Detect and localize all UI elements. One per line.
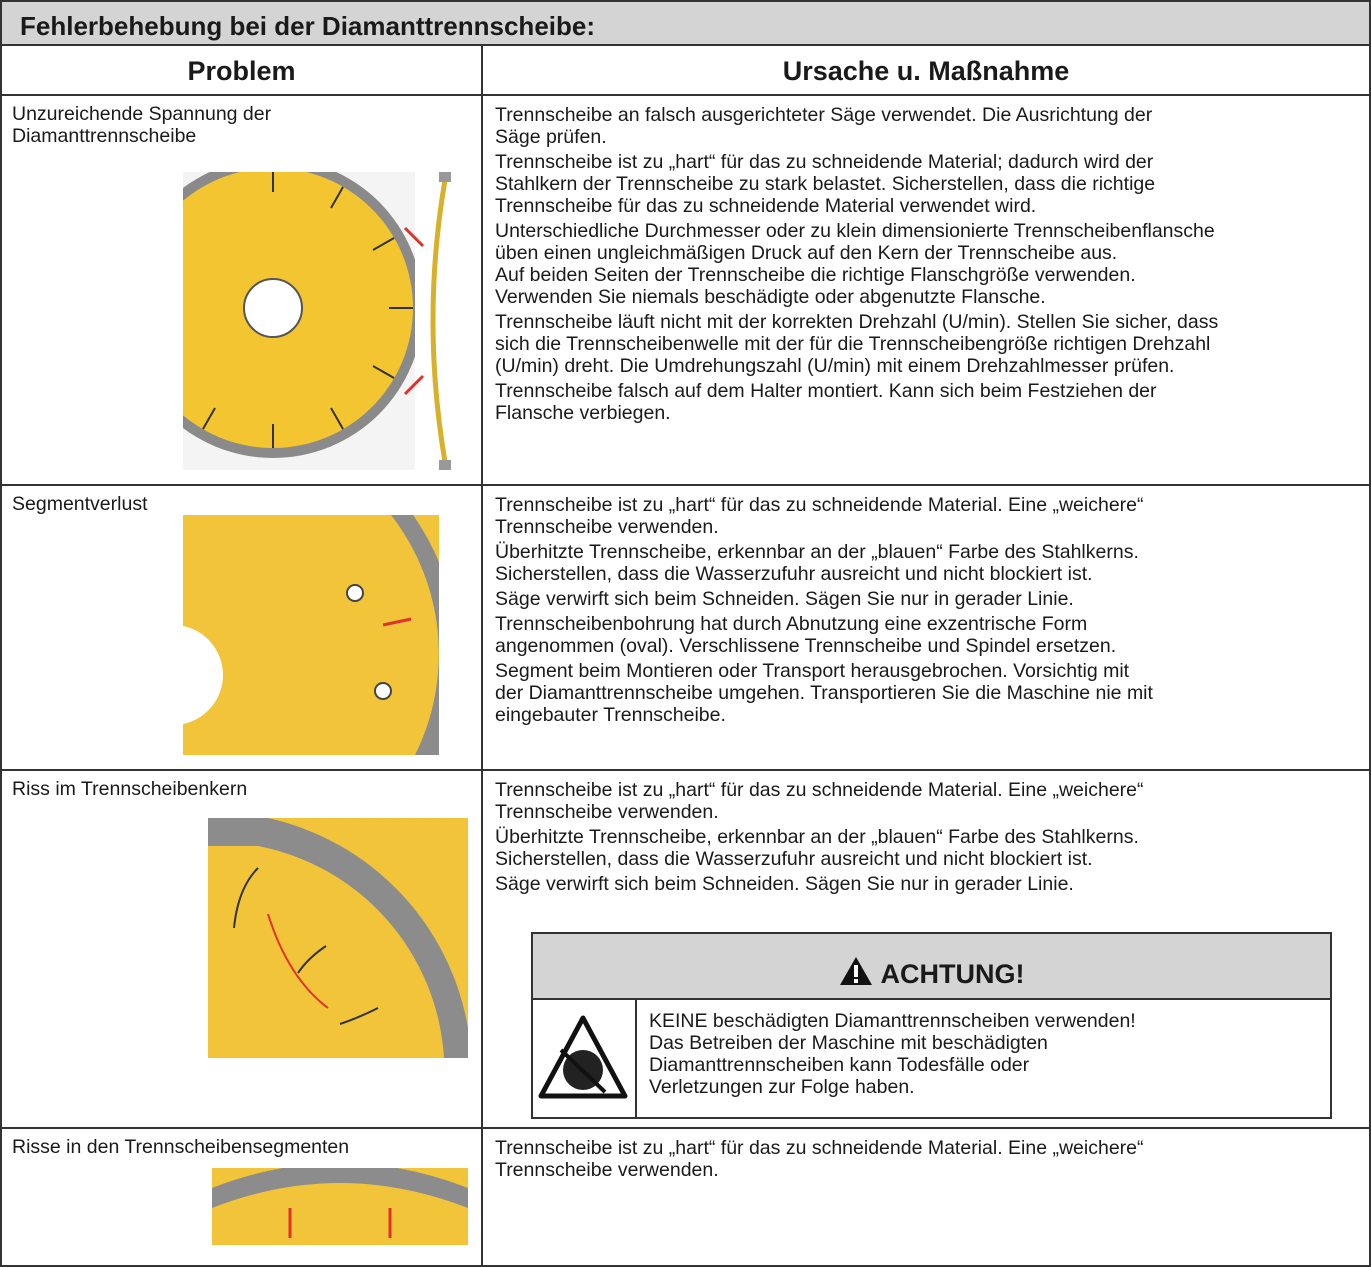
cause-line: Trennscheibe ist zu „hart“ für das zu sc… bbox=[495, 494, 1144, 516]
cause-line: Trennscheibe ist zu „hart“ für das zu sc… bbox=[495, 151, 1154, 173]
cause-line: Flansche verbiegen. bbox=[495, 402, 671, 424]
segment-loss-illustration bbox=[183, 515, 439, 755]
cause-line: Sicherstellen, dass die Wasserzufuhr aus… bbox=[495, 848, 1093, 870]
cause-line: Trennscheibenbohrung hat durch Abnutzung… bbox=[495, 613, 1088, 635]
cause-paragraph: Trennscheibe falsch auf dem Halter monti… bbox=[495, 380, 1357, 424]
problem-line: Segmentverlust bbox=[12, 493, 148, 515]
cause-line: Auf beiden Seiten der Trennscheibe die r… bbox=[495, 264, 1136, 286]
cause-line: Trennscheibe läuft nicht mit der korrekt… bbox=[495, 311, 1219, 333]
cause-paragraph: Überhitzte Trennscheibe, erkennbar an de… bbox=[495, 541, 1357, 585]
title: Fehlerbehebung bei der Diamanttrennschei… bbox=[0, 0, 1371, 46]
cause-paragraph: Trennscheibe ist zu „hart“ für das zu sc… bbox=[495, 494, 1357, 538]
cause-line: Überhitzte Trennscheibe, erkennbar an de… bbox=[495, 541, 1139, 563]
problem-line: Riss im Trennscheibenkern bbox=[12, 778, 248, 800]
cause-paragraph: Segment beim Montieren oder Transport he… bbox=[495, 660, 1357, 726]
warning-line: Verletzungen zur Folge haben. bbox=[649, 1076, 915, 1098]
cause-paragraph: Trennscheibe an falsch ausgerichteter Sä… bbox=[495, 104, 1357, 148]
cause-paragraph: Überhitzte Trennscheibe, erkennbar an de… bbox=[495, 826, 1357, 870]
warning-line: Diamanttrennscheiben kann Todesfälle ode… bbox=[649, 1054, 1030, 1076]
cause-paragraph: Unterschiedliche Durchmesser oder zu kle… bbox=[495, 220, 1357, 308]
warning-heading: ACHTUNG! bbox=[533, 934, 1330, 1000]
hazard-symbol bbox=[538, 1015, 628, 1099]
cause-line: sich die Trennscheibenwelle mit der für … bbox=[495, 333, 1211, 355]
cause-line: Trennscheibe falsch auf dem Halter monti… bbox=[495, 380, 1157, 402]
cause-paragraph: Säge verwirft sich beim Schneiden. Sägen… bbox=[495, 588, 1357, 610]
cause-paragraph: Trennscheibe läuft nicht mit der korrekt… bbox=[495, 311, 1357, 377]
cause-line: Unterschiedliche Durchmesser oder zu kle… bbox=[495, 220, 1215, 242]
warning-pictogram bbox=[533, 1000, 637, 1117]
warning-line: Das Betreiben der Maschine mit beschädig… bbox=[649, 1032, 1048, 1054]
problem-line: Diamanttrennscheibe bbox=[12, 125, 197, 147]
warning-box: ACHTUNG! KEINE beschädigten Diamanttrenn… bbox=[531, 932, 1332, 1119]
problem-line: Risse in den Trennscheibensegmenten bbox=[12, 1136, 350, 1158]
cause-paragraph: Trennscheibenbohrung hat durch Abnutzung… bbox=[495, 613, 1357, 657]
cause-line: Trennscheibe ist zu „hart“ für das zu sc… bbox=[495, 779, 1144, 801]
cause-cell: Trennscheibe ist zu „hart“ für das zu sc… bbox=[481, 1127, 1371, 1267]
cause-line: Säge prüfen. bbox=[495, 126, 607, 148]
cause-line: Trennscheibe verwenden. bbox=[495, 1159, 719, 1181]
cause-paragraph: Säge verwirft sich beim Schneiden. Sägen… bbox=[495, 873, 1357, 895]
blade-illustration bbox=[183, 172, 451, 470]
cause-line: angenommen (oval). Verschlissene Trennsc… bbox=[495, 635, 1117, 657]
cause-line: Segment beim Montieren oder Transport he… bbox=[495, 660, 1130, 682]
header-problem: Problem bbox=[0, 44, 483, 96]
cause-cell: Trennscheibe an falsch ausgerichteter Sä… bbox=[481, 94, 1371, 486]
cause-line: (U/min) dreht. Die Umdrehungszahl (U/min… bbox=[495, 355, 1175, 377]
cause-line: Stahlkern der Trennscheibe zu stark bela… bbox=[495, 173, 1156, 195]
cause-paragraph: Trennscheibe ist zu „hart“ für das zu sc… bbox=[495, 151, 1357, 217]
cause-line: der Diamanttrennscheibe umgehen. Transpo… bbox=[495, 682, 1153, 704]
cause-cell: Trennscheibe ist zu „hart“ für das zu sc… bbox=[481, 769, 1371, 1129]
cause-line: Überhitzte Trennscheibe, erkennbar an de… bbox=[495, 826, 1139, 848]
cause-line: Sicherstellen, dass die Wasserzufuhr aus… bbox=[495, 563, 1093, 585]
cause-line: Säge verwirft sich beim Schneiden. Sägen… bbox=[495, 873, 1074, 895]
cause-line: üben einen ungleichmäßigen Druck auf den… bbox=[495, 242, 1118, 264]
cause-line: Säge verwirft sich beim Schneiden. Sägen… bbox=[495, 588, 1074, 610]
problem-line: Unzureichende Spannung der bbox=[12, 103, 272, 125]
cause-paragraph: Trennscheibe ist zu „hart“ für das zu sc… bbox=[495, 1137, 1357, 1181]
cause-line: eingebauter Trennscheibe. bbox=[495, 704, 726, 726]
cause-cell: Trennscheibe ist zu „hart“ für das zu sc… bbox=[481, 484, 1371, 771]
warning-text: KEINE beschädigten Diamanttrennscheiben … bbox=[649, 1010, 1136, 1098]
core-crack-illustration bbox=[208, 818, 468, 1058]
warning-icon bbox=[839, 957, 872, 985]
cause-line: Trennscheibe verwenden. bbox=[495, 801, 719, 823]
cause-paragraph: Trennscheibe ist zu „hart“ für das zu sc… bbox=[495, 779, 1357, 823]
cause-line: Verwenden Sie niemals beschädigte oder a… bbox=[495, 286, 1046, 308]
warning-title: ACHTUNG! bbox=[880, 959, 1025, 989]
cause-line: Trennscheibe für das zu schneidende Mate… bbox=[495, 195, 1037, 217]
segment-crack-illustration bbox=[212, 1168, 468, 1245]
cause-line: Trennscheibe verwenden. bbox=[495, 516, 719, 538]
header-cause: Ursache u. Maßnahme bbox=[481, 44, 1371, 96]
warning-line: KEINE beschädigten Diamanttrennscheiben … bbox=[649, 1010, 1136, 1032]
cause-line: Trennscheibe ist zu „hart“ für das zu sc… bbox=[495, 1137, 1144, 1159]
cause-line: Trennscheibe an falsch ausgerichteter Sä… bbox=[495, 104, 1153, 126]
